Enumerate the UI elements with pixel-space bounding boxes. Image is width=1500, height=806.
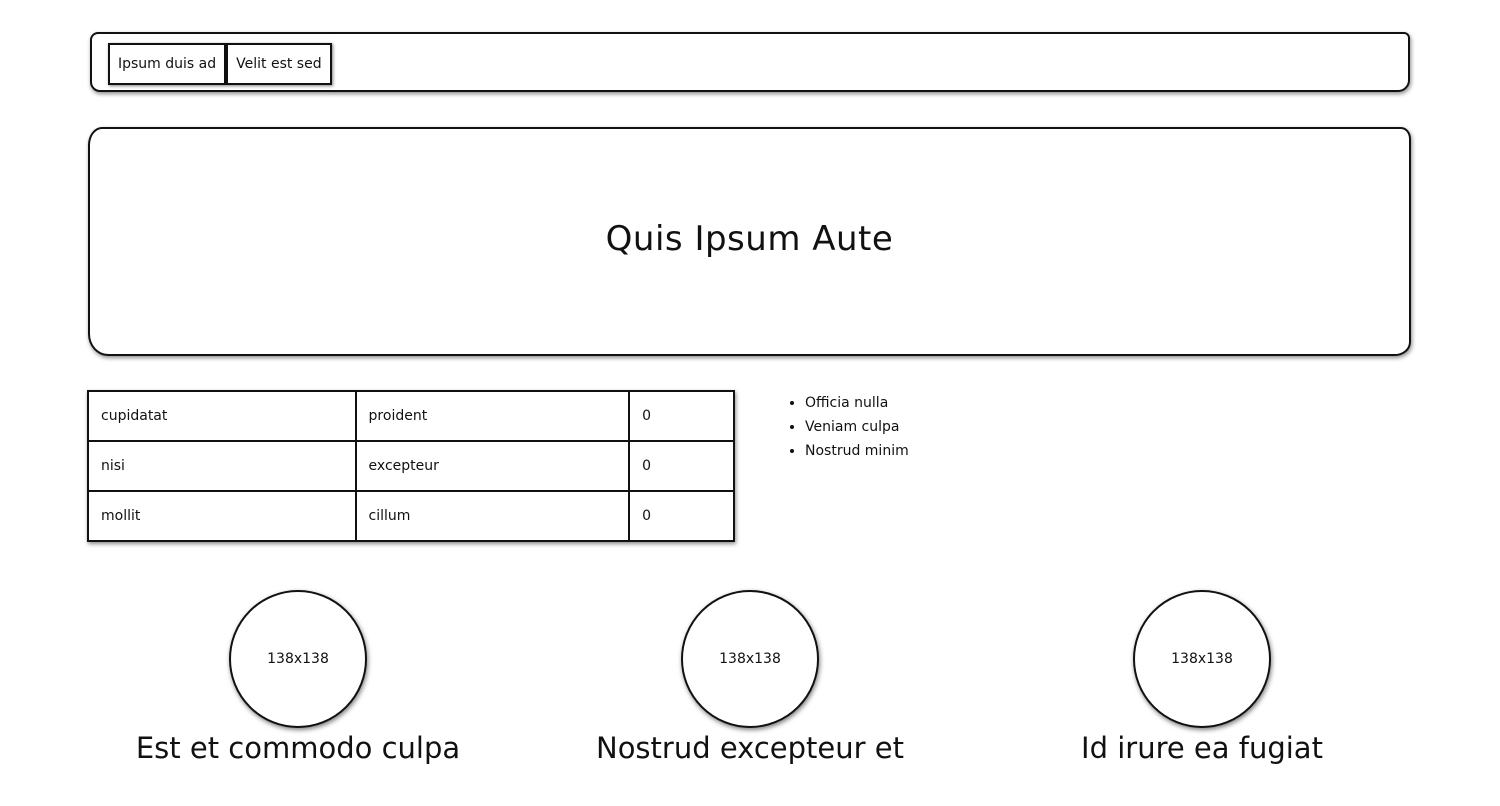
- hero-banner: Quis Ipsum Aute: [88, 127, 1411, 356]
- table-cell: 0: [628, 440, 735, 492]
- table-cell: proident: [354, 390, 631, 442]
- feature-card: 138x138 Est et commodo culpa: [68, 590, 528, 780]
- card-image-placeholder: 138x138: [681, 590, 819, 728]
- hero-title: Quis Ipsum Aute: [605, 219, 894, 259]
- table-cell: 0: [628, 390, 735, 442]
- bullet-list: Officia nulla Veniam culpa Nostrud minim: [786, 391, 909, 463]
- table-row: mollit cillum 0: [87, 490, 735, 542]
- nav-tab-ipsum-duis-ad[interactable]: Ipsum duis ad: [108, 43, 227, 85]
- table-cell: cupidatat: [87, 390, 357, 442]
- card-title: Nostrud excepteur et: [596, 731, 904, 765]
- data-table: cupidatat proident 0 nisi excepteur 0 mo…: [87, 390, 735, 542]
- list-item: Nostrud minim: [805, 439, 909, 463]
- list-item: Officia nulla: [805, 391, 909, 415]
- feature-card: 138x138 Nostrud excepteur et: [520, 590, 980, 780]
- card-title: Id irure ea fugiat: [1081, 731, 1323, 765]
- table-cell: nisi: [87, 440, 357, 492]
- card-image-placeholder: 138x138: [229, 590, 367, 728]
- nav-tabs: Ipsum duis ad Velit est sed: [108, 43, 332, 85]
- card-image-placeholder: 138x138: [1133, 590, 1271, 728]
- table-cell: cillum: [354, 490, 631, 542]
- card-title: Est et commodo culpa: [135, 731, 461, 765]
- top-nav-bar: Ipsum duis ad Velit est sed: [90, 32, 1410, 92]
- table-row: nisi excepteur 0: [87, 440, 735, 492]
- list-item: Veniam culpa: [805, 415, 909, 439]
- table-cell: mollit: [87, 490, 357, 542]
- nav-tab-velit-est-sed[interactable]: Velit est sed: [226, 43, 332, 85]
- feature-card: 138x138 Id irure ea fugiat: [972, 590, 1432, 780]
- table-cell: 0: [628, 490, 735, 542]
- table-row: cupidatat proident 0: [87, 390, 735, 442]
- table-cell: excepteur: [354, 440, 631, 492]
